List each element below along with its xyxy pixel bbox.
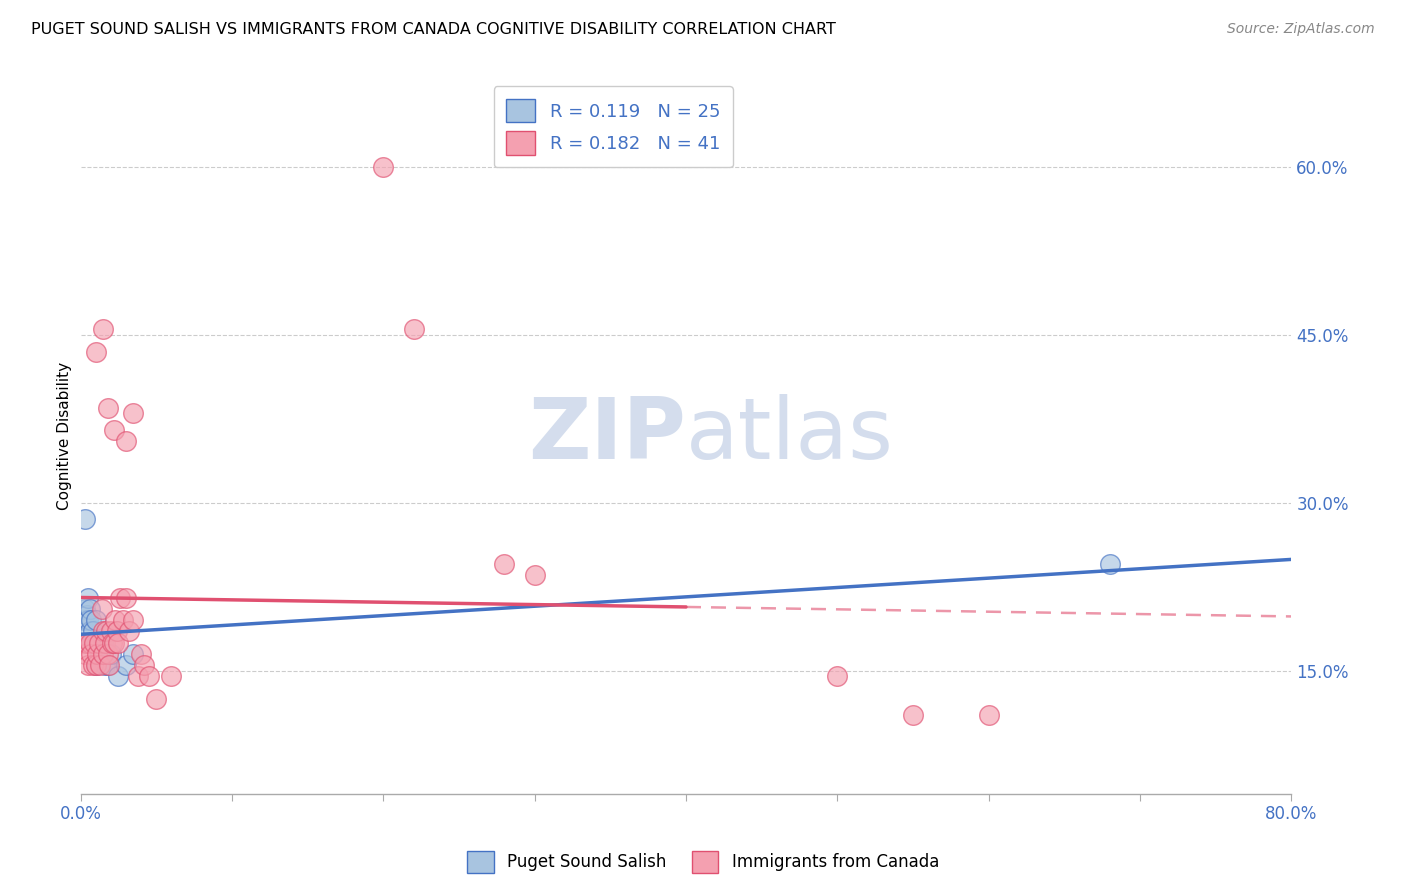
Point — [84, 657, 107, 672]
Point — [115, 591, 138, 605]
Point — [77, 657, 100, 672]
Point — [80, 635, 103, 649]
Point — [77, 591, 100, 605]
Point — [100, 624, 122, 639]
Point — [84, 613, 107, 627]
Text: ZIP: ZIP — [529, 394, 686, 477]
Point — [84, 657, 107, 672]
Point — [105, 624, 128, 639]
Point — [129, 647, 152, 661]
Point — [79, 635, 101, 649]
Point — [118, 624, 141, 639]
Y-axis label: Cognitive Disability: Cognitive Disability — [58, 361, 72, 509]
Point — [87, 635, 110, 649]
Point — [82, 624, 104, 639]
Point — [122, 406, 145, 420]
Point — [79, 602, 101, 616]
Point — [523, 568, 546, 582]
Point — [73, 512, 96, 526]
Point — [97, 401, 120, 415]
Point — [160, 669, 183, 683]
Point — [82, 657, 104, 672]
Point — [494, 558, 516, 572]
Point — [97, 657, 120, 672]
Point — [87, 635, 110, 649]
Point — [127, 669, 149, 683]
Point — [90, 602, 112, 616]
Point — [115, 657, 138, 672]
Point — [76, 635, 98, 649]
Text: atlas: atlas — [686, 394, 894, 477]
Point — [104, 613, 127, 627]
Point — [373, 160, 395, 174]
Legend: R = 0.119   N = 25, R = 0.182   N = 41: R = 0.119 N = 25, R = 0.182 N = 41 — [494, 87, 733, 167]
Point — [901, 708, 924, 723]
Point — [122, 613, 145, 627]
Point — [98, 657, 121, 672]
Point — [115, 434, 138, 449]
Point — [402, 322, 425, 336]
Point — [80, 647, 103, 661]
Point — [72, 635, 94, 649]
Point — [91, 635, 114, 649]
Point — [132, 657, 155, 672]
Point — [93, 657, 115, 672]
Point — [108, 591, 131, 605]
Point — [977, 708, 1000, 723]
Point — [80, 613, 103, 627]
Text: PUGET SOUND SALISH VS IMMIGRANTS FROM CANADA COGNITIVE DISABILITY CORRELATION CH: PUGET SOUND SALISH VS IMMIGRANTS FROM CA… — [31, 22, 835, 37]
Point — [79, 624, 101, 639]
Point — [76, 607, 98, 622]
Point — [103, 423, 125, 437]
Point — [111, 613, 134, 627]
Text: Source: ZipAtlas.com: Source: ZipAtlas.com — [1227, 22, 1375, 37]
Point — [73, 647, 96, 661]
Point — [145, 691, 167, 706]
Point — [84, 344, 107, 359]
Point — [97, 647, 120, 661]
Point — [101, 635, 124, 649]
Point — [86, 647, 108, 661]
Point — [100, 647, 122, 661]
Point — [83, 635, 105, 649]
Point — [91, 624, 114, 639]
Point — [93, 635, 115, 649]
Point — [107, 635, 129, 649]
Point — [1098, 558, 1121, 572]
Legend: Puget Sound Salish, Immigrants from Canada: Puget Sound Salish, Immigrants from Cana… — [460, 845, 946, 880]
Point — [107, 669, 129, 683]
Point — [73, 602, 96, 616]
Point — [103, 635, 125, 649]
Point — [89, 657, 111, 672]
Point — [138, 669, 160, 683]
Point — [83, 635, 105, 649]
Point — [91, 322, 114, 336]
Point — [86, 635, 108, 649]
Point — [72, 613, 94, 627]
Point — [827, 669, 849, 683]
Point — [122, 647, 145, 661]
Point — [96, 624, 118, 639]
Point — [89, 647, 111, 661]
Point — [77, 613, 100, 627]
Point — [91, 647, 114, 661]
